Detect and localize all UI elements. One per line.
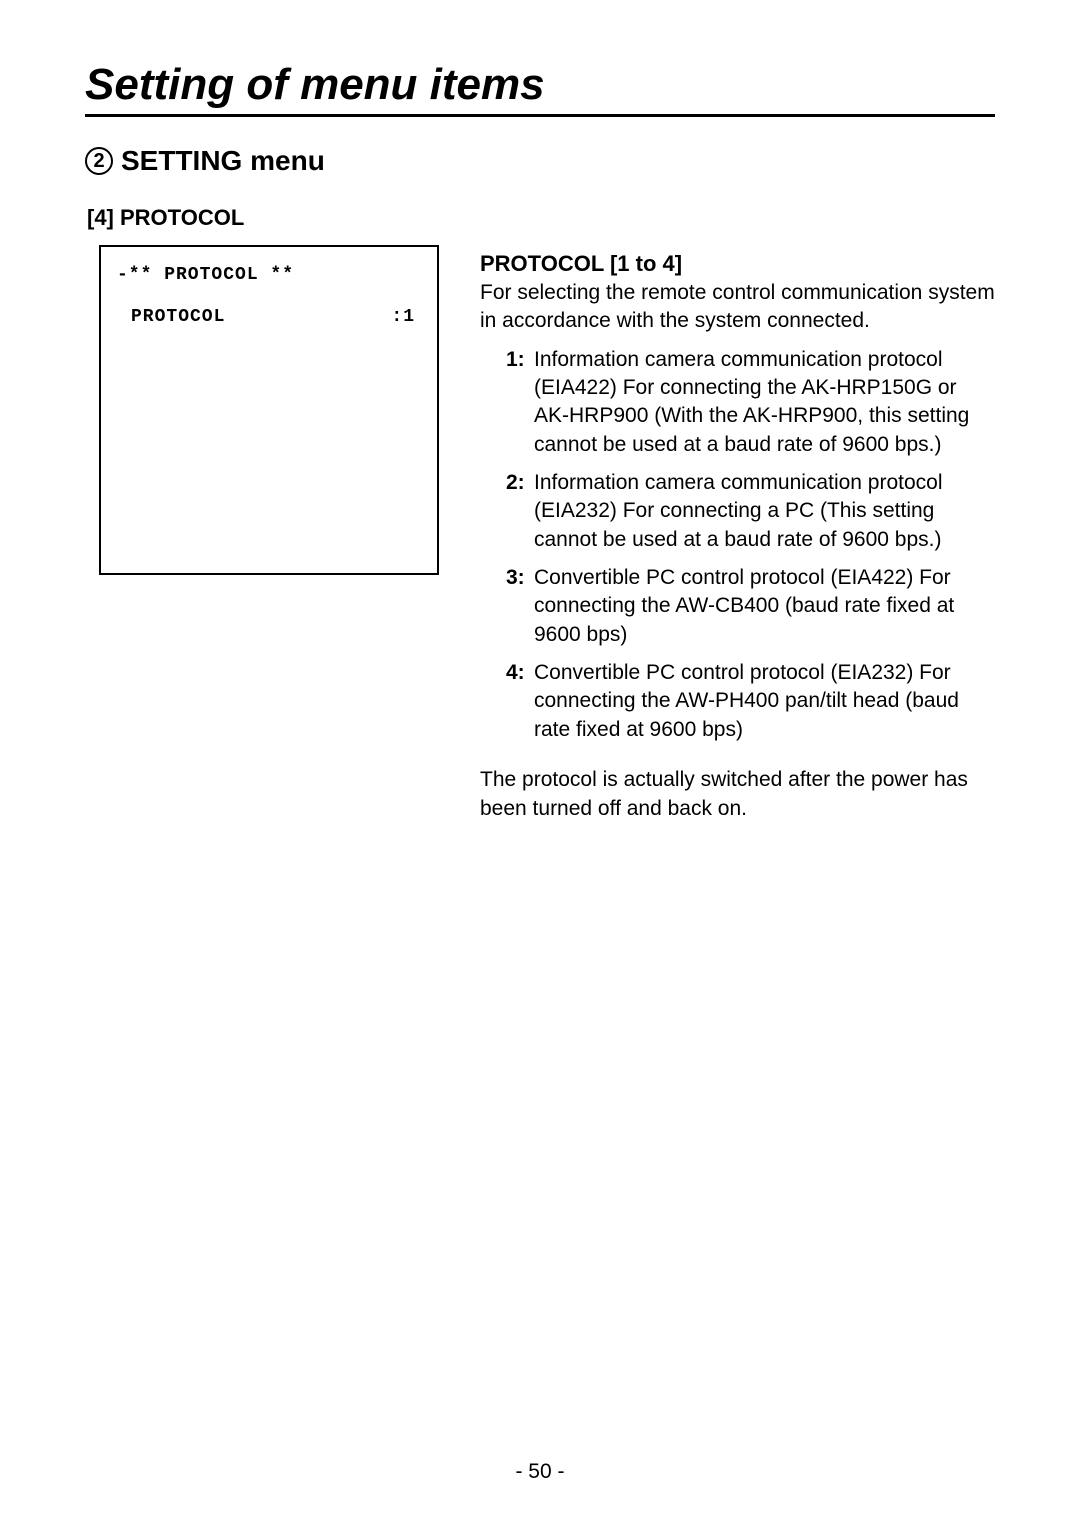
option-text: Convertible PC control protocol (EIA232)… [534, 659, 995, 744]
footer-note: The protocol is actually switched after … [480, 766, 995, 823]
menu-row-value: :1 [391, 307, 415, 327]
option-item: 1: Information camera communication prot… [480, 346, 995, 459]
right-column: PROTOCOL [1 to 4] For selecting the remo… [480, 245, 995, 823]
option-text: Information camera communication protoco… [534, 346, 995, 459]
option-text: Information camera communication protoco… [534, 469, 995, 554]
page-number: - 50 - [0, 1460, 1080, 1484]
page-main-title: Setting of menu items [85, 60, 995, 117]
protocol-menu-box: -** PROTOCOL ** PROTOCOL :1 [99, 245, 439, 575]
left-column: -** PROTOCOL ** PROTOCOL :1 [85, 245, 440, 575]
option-number: 4: [506, 659, 534, 744]
option-text: Convertible PC control protocol (EIA422)… [534, 564, 995, 649]
option-item: 4: Convertible PC control protocol (EIA2… [480, 659, 995, 744]
section-header: 2 SETTING menu [85, 145, 995, 177]
parameter-title: PROTOCOL [1 to 4] [480, 251, 995, 277]
subsection-title: [4] PROTOCOL [87, 205, 995, 231]
option-number: 1: [506, 346, 534, 459]
document-page: Setting of menu items 2 SETTING menu [4]… [0, 0, 1080, 1532]
option-number: 3: [506, 564, 534, 649]
section-number-icon: 2 [85, 147, 113, 175]
option-number: 2: [506, 469, 534, 554]
menu-box-header: -** PROTOCOL ** [117, 265, 421, 285]
section-title: SETTING menu [121, 145, 325, 177]
menu-row-label: PROTOCOL [131, 307, 225, 327]
option-item: 3: Convertible PC control protocol (EIA4… [480, 564, 995, 649]
options-list: 1: Information camera communication prot… [480, 346, 995, 744]
menu-box-row: PROTOCOL :1 [117, 307, 421, 327]
option-item: 2: Information camera communication prot… [480, 469, 995, 554]
parameter-description: For selecting the remote control communi… [480, 279, 995, 336]
content-columns: -** PROTOCOL ** PROTOCOL :1 PROTOCOL [1 … [85, 245, 995, 823]
